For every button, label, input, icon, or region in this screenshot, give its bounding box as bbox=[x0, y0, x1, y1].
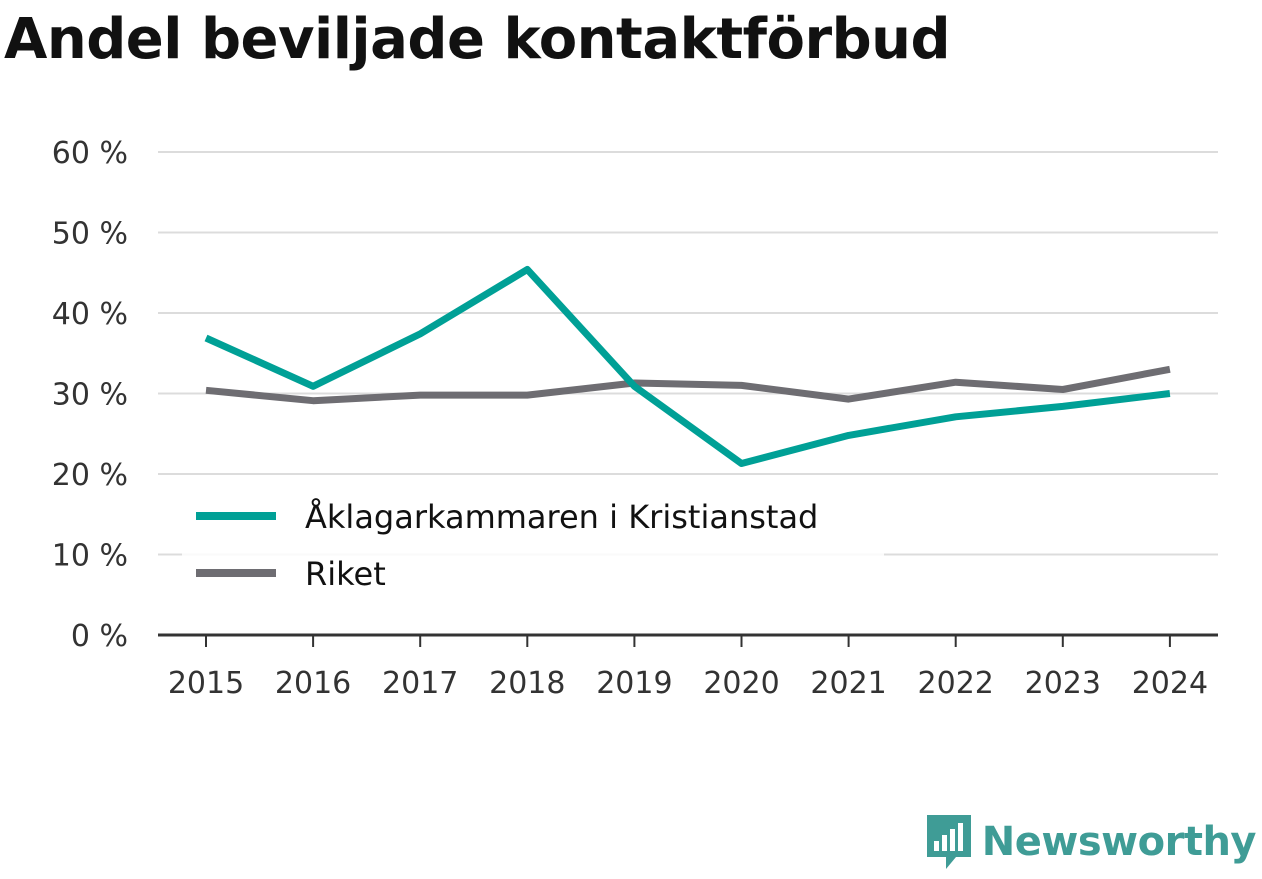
legend-label: Åklagarkammaren i Kristianstad bbox=[305, 498, 818, 536]
brand-logo: Newsworthy bbox=[924, 813, 1257, 871]
legend-label: Riket bbox=[305, 555, 386, 593]
x-tick-label: 2024 bbox=[1132, 666, 1208, 701]
chart-title: Andel beviljade kontaktförbud bbox=[4, 7, 951, 72]
x-tick-label: 2019 bbox=[596, 666, 672, 701]
x-tick-label: 2015 bbox=[168, 666, 244, 701]
legend: Åklagarkammaren i Kristianstad Riket bbox=[182, 488, 884, 606]
x-tick-label: 2021 bbox=[810, 666, 886, 701]
series-line bbox=[205, 365, 1171, 405]
y-tick-label: 10 % bbox=[52, 539, 128, 574]
x-tick-label: 2020 bbox=[703, 666, 779, 701]
x-tick-label: 2022 bbox=[918, 666, 994, 701]
x-tick-label: 2016 bbox=[275, 666, 351, 701]
y-tick-label: 0 % bbox=[71, 619, 128, 654]
x-tick-label: 2023 bbox=[1025, 666, 1101, 701]
x-tick-label: 2017 bbox=[382, 666, 458, 701]
x-tick-label: 2018 bbox=[489, 666, 565, 701]
bar-chart-speech-bubble-icon bbox=[926, 815, 971, 869]
y-tick-label: 40 % bbox=[52, 297, 128, 332]
series-lines bbox=[204, 266, 1171, 467]
y-tick-label: 30 % bbox=[52, 378, 128, 413]
y-axis-ticks: 0 % 10 % 20 % 30 % 40 % 50 % 60 % bbox=[52, 136, 128, 654]
y-tick-label: 20 % bbox=[52, 458, 128, 493]
x-axis-ticks: 2015 2016 2017 2018 2019 2020 2021 2022 2023 2024 bbox=[168, 635, 1208, 701]
legend-background bbox=[182, 488, 884, 606]
y-tick-label: 60 % bbox=[52, 136, 128, 171]
y-tick-label: 50 % bbox=[52, 217, 128, 252]
series-line bbox=[204, 266, 1171, 467]
brand-name: Newsworthy bbox=[981, 819, 1257, 865]
